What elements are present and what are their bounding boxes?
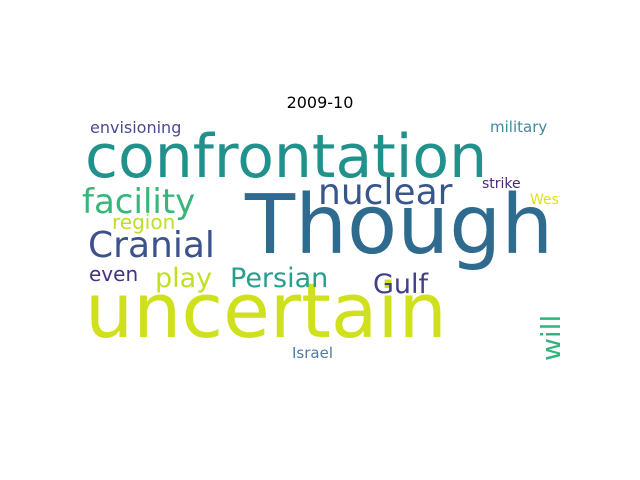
word-even: even: [89, 262, 139, 286]
word-envisioning: envisioning: [90, 118, 182, 137]
word-military: military: [490, 118, 548, 136]
word-play: play: [155, 263, 213, 294]
word-region: region: [112, 210, 176, 234]
word-gulf: Gulf: [373, 269, 429, 300]
word-will: will: [535, 314, 560, 361]
cloud-title: 2009-10: [286, 93, 354, 112]
word-persian: Persian: [230, 263, 329, 294]
word-israel: Israel: [292, 344, 333, 362]
word-uncertain: uncertain: [85, 266, 447, 355]
word-cloud: Though uncertain confrontation nuclear f…: [80, 115, 560, 373]
word-nuclear: nuclear: [318, 172, 453, 213]
word-confrontation: confrontation: [85, 122, 488, 192]
word-strike: strike: [482, 176, 521, 192]
word-facility: facility: [82, 182, 196, 222]
word-west: West: [530, 192, 560, 208]
word-cranial: Cranial: [88, 225, 215, 266]
word-though: Though: [245, 178, 554, 273]
